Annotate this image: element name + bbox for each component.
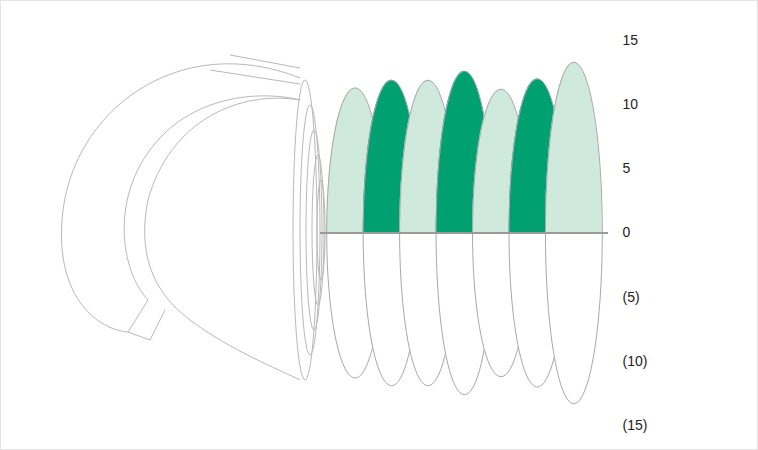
svg-text:0: 0 — [623, 224, 631, 240]
svg-text:5: 5 — [623, 160, 631, 176]
svg-text:10: 10 — [623, 96, 639, 112]
svg-text:(15): (15) — [623, 417, 648, 433]
svg-text:(5): (5) — [623, 289, 640, 305]
svg-text:15: 15 — [623, 32, 639, 48]
svg-text:(10): (10) — [623, 353, 648, 369]
